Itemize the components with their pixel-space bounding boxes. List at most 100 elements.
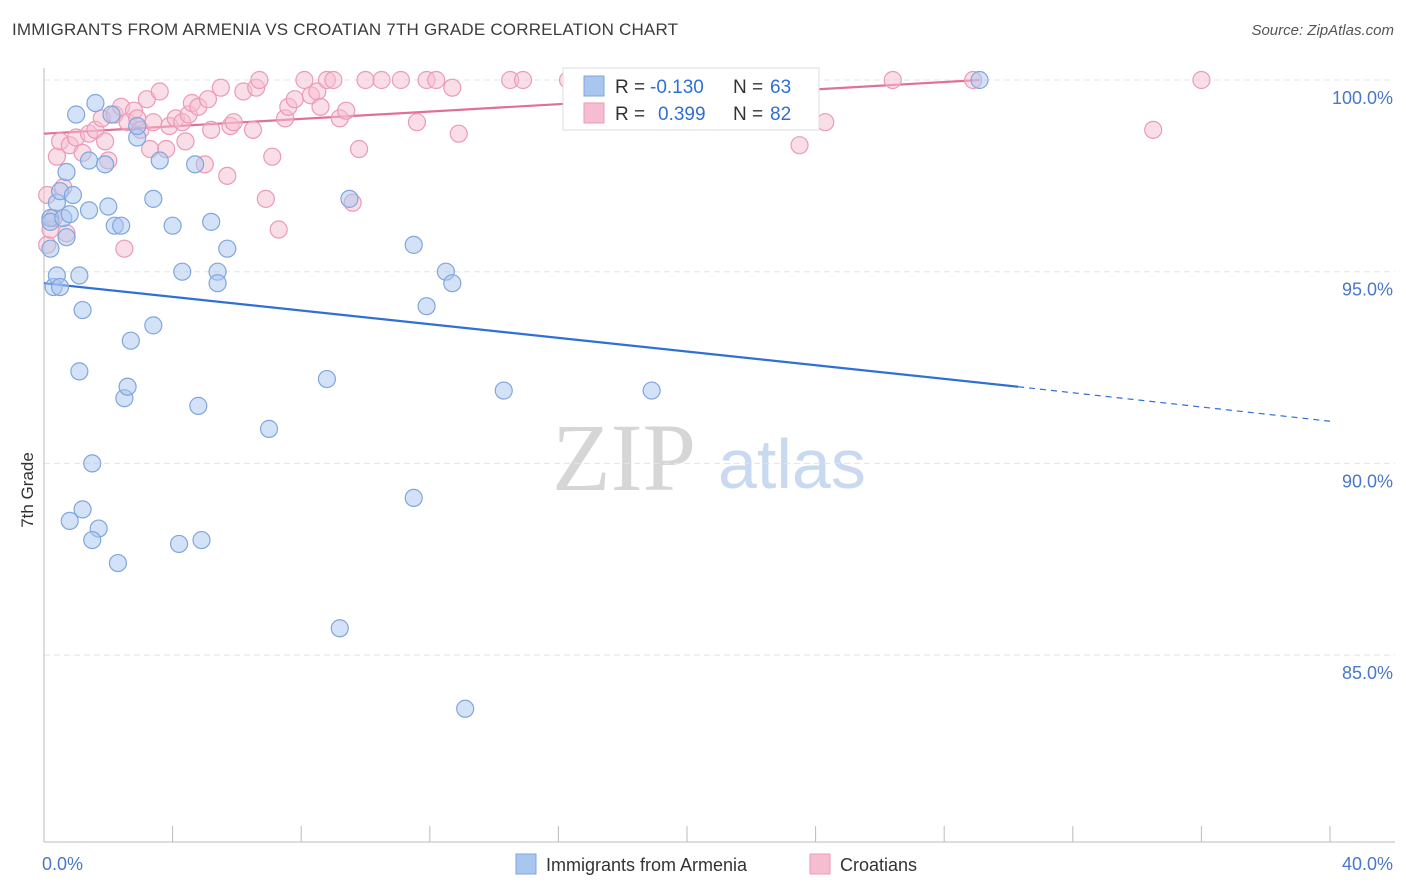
- croatians-point: [224, 113, 243, 132]
- armenia-point: [128, 116, 147, 136]
- croatians-point: [883, 70, 902, 90]
- armenia-point: [60, 511, 79, 531]
- croatians-point: [356, 70, 375, 90]
- armenia-trend-line: [43, 282, 1019, 388]
- grid-lines: [44, 79, 1395, 656]
- croatians-point: [1192, 70, 1211, 90]
- r-label-blue: R =: [615, 77, 645, 98]
- x-tick-label: 40.0%: [1342, 854, 1393, 874]
- trend-lines: [43, 78, 1331, 422]
- legend-item-croatians-swatch: [809, 853, 831, 875]
- armenia-point: [330, 619, 349, 638]
- legend-item-croatians: Croatians: [840, 855, 917, 875]
- armenia-point: [202, 212, 221, 231]
- croatians-point: [211, 78, 230, 97]
- croatians-point: [311, 97, 330, 116]
- croatians-point: [295, 70, 314, 90]
- armenia-point: [208, 274, 227, 293]
- armenia-point: [67, 105, 86, 124]
- y-tick-label: 95.0%: [1342, 280, 1393, 300]
- armenia-point: [144, 189, 163, 208]
- armenia-point: [404, 488, 423, 508]
- armenia-point: [57, 162, 76, 182]
- chart-title: IMMIGRANTS FROM ARMENIA VS CROATIAN 7TH …: [12, 20, 679, 39]
- armenia-point: [73, 500, 92, 519]
- croatians-point: [202, 120, 221, 139]
- croatians-point: [198, 90, 218, 109]
- legend-item-armenia-swatch: [515, 853, 537, 875]
- armenia-point: [340, 189, 359, 208]
- croatians-point: [790, 136, 809, 155]
- armenia-point: [86, 93, 105, 113]
- armenia-point: [41, 239, 60, 258]
- croatians-point: [337, 101, 356, 120]
- croatians-point: [427, 70, 446, 90]
- armenia-point: [83, 530, 102, 550]
- y-tick-label: 90.0%: [1342, 471, 1393, 491]
- croatians-point: [391, 70, 410, 90]
- croatians-trend-line: [43, 78, 980, 135]
- r-label-pink: R =: [615, 104, 645, 125]
- armenia-point: [99, 197, 118, 216]
- legend-swatch-blue: [583, 75, 605, 97]
- armenia-point: [642, 381, 661, 400]
- watermark-atlas: atlas: [718, 425, 866, 503]
- armenia-point: [63, 185, 83, 205]
- armenia-point: [95, 155, 115, 174]
- armenia-point: [60, 205, 79, 224]
- n-value-pink: 82: [770, 104, 791, 125]
- armenia-point: [50, 277, 70, 297]
- croatians-point: [285, 90, 304, 109]
- legend-item-armenia: Immigrants from Armenia: [546, 855, 748, 875]
- n-label-pink: N =: [733, 104, 763, 125]
- armenia-point: [317, 369, 337, 389]
- armenia-point: [102, 105, 121, 124]
- croatians-point: [115, 239, 134, 258]
- watermark-zip: ZIP: [552, 404, 696, 511]
- croatians-point: [349, 139, 369, 159]
- n-label-blue: N =: [733, 77, 763, 98]
- armenia-point: [970, 70, 989, 90]
- croatians-points: [38, 70, 1211, 258]
- r-value-blue: -0.130: [650, 77, 704, 98]
- series-legend: Immigrants from Armenia Croatians: [515, 853, 917, 875]
- armenia-point: [417, 297, 436, 316]
- armenia-point: [57, 228, 76, 247]
- croatians-point: [407, 113, 427, 132]
- croatians-point: [263, 147, 282, 166]
- croatians-point: [150, 82, 169, 101]
- r-value-pink: 0.399: [658, 104, 706, 125]
- croatians-point: [250, 70, 269, 90]
- armenia-point: [121, 331, 140, 350]
- croatians-point: [243, 120, 263, 139]
- armenia-point: [443, 274, 462, 293]
- croatians-point: [218, 166, 237, 185]
- armenia-point: [173, 262, 192, 281]
- legend-swatch-pink: [583, 102, 605, 124]
- correlation-legend: R = -0.130 N = 63 R = 0.399 N = 82: [562, 67, 820, 131]
- armenia-point: [163, 216, 182, 235]
- armenia-point: [404, 235, 423, 254]
- armenia-trend-extension: [1018, 386, 1331, 422]
- armenia-point: [112, 216, 131, 235]
- y-tick-label: 85.0%: [1342, 663, 1393, 683]
- n-value-blue: 63: [770, 77, 791, 98]
- croatians-point: [256, 189, 275, 208]
- y-tick-labels: 100.0% 95.0% 90.0% 85.0%: [1332, 88, 1393, 683]
- croatians-point: [95, 132, 115, 151]
- croatians-point: [324, 70, 343, 90]
- source-label: Source: ZipAtlas.com: [1251, 22, 1394, 39]
- armenia-point: [192, 530, 211, 550]
- armenia-point: [70, 266, 89, 285]
- armenia-point: [79, 151, 99, 170]
- croatians-point: [449, 124, 468, 143]
- armenia-point: [186, 155, 205, 174]
- croatians-point: [269, 220, 288, 239]
- croatians-point: [176, 132, 195, 151]
- armenia-point: [79, 201, 99, 220]
- armenia-point: [456, 699, 475, 718]
- croatians-point: [144, 113, 163, 132]
- armenia-point: [83, 454, 102, 473]
- armenia-point: [494, 381, 513, 400]
